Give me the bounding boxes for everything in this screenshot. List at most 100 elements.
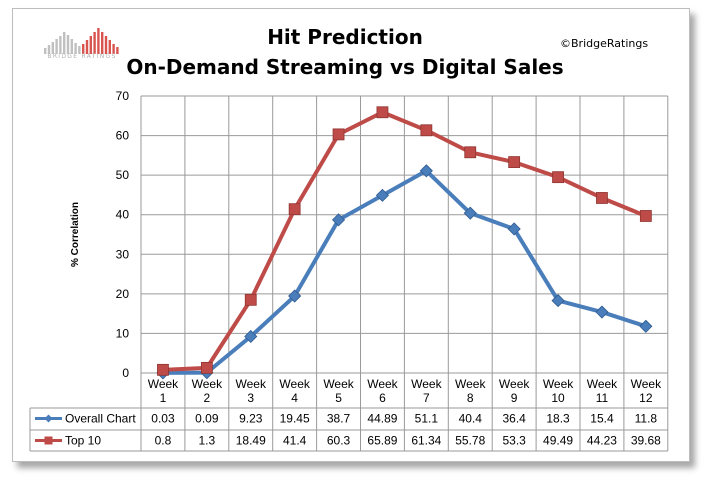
- table-cell-value: 15.4: [590, 412, 614, 426]
- table-cell-value: 0.09: [195, 412, 219, 426]
- table-cell-value: 18.3: [546, 412, 570, 426]
- data-point-top-10: [157, 363, 169, 376]
- logo-bar: [63, 32, 66, 54]
- data-point-top-10: [596, 192, 608, 204]
- data-point-overall-chart: [375, 188, 390, 202]
- x-tick-label: 8: [467, 391, 474, 405]
- logo-bar: [70, 39, 73, 54]
- x-tick-label: 9: [511, 391, 518, 405]
- logo-bar: [78, 46, 81, 54]
- logo-bar: [116, 47, 119, 54]
- data-point-top-10: [376, 106, 389, 119]
- y-axis-label: % Correlation: [70, 202, 81, 267]
- x-tick-label: Week: [543, 377, 574, 391]
- x-tick-label: Week: [455, 377, 486, 391]
- logo-bar: [74, 43, 77, 54]
- y-tick-label: 40: [116, 208, 130, 222]
- x-tick-label: Week: [236, 377, 267, 391]
- y-tick-label: 0: [122, 366, 129, 380]
- table-cell-value: 39.68: [631, 434, 661, 448]
- table-cell-value: 53.3: [502, 434, 526, 448]
- data-point-top-10: [244, 293, 257, 306]
- logo-bar: [51, 42, 54, 54]
- bridge-ratings-logo: [44, 28, 119, 54]
- x-tick-label: Week: [323, 377, 354, 391]
- y-tick-label: 30: [116, 247, 130, 261]
- data-point-overall-chart: [288, 289, 302, 303]
- table-cell-value: 40.4: [459, 412, 483, 426]
- y-tick-label: 70: [116, 89, 130, 103]
- logo-bar: [108, 40, 111, 54]
- table-cell-value: 61.34: [411, 434, 441, 448]
- table-cell-value: 41.4: [283, 434, 307, 448]
- data-point-top-10: [639, 210, 652, 222]
- series-line-overall-chart: [162, 168, 647, 375]
- chart-title-line1: Hit Prediction: [267, 25, 423, 49]
- data-point-top-10: [464, 146, 477, 159]
- legend-series-name: Top 10: [65, 434, 101, 448]
- data-point-top-10: [420, 124, 433, 137]
- table-cell-value: 65.89: [367, 434, 397, 448]
- data-point-top-10: [288, 203, 301, 216]
- x-tick-label: 1: [160, 391, 167, 405]
- x-tick-label: Week: [148, 377, 179, 391]
- data-point-overall-chart: [419, 164, 433, 178]
- logo-bar: [59, 36, 62, 54]
- data-point-top-10: [508, 156, 521, 168]
- y-tick-label: 20: [116, 287, 130, 301]
- legend-series-name: Overall Chart: [65, 412, 136, 426]
- chart-title-line2: On-Demand Streaming vs Digital Sales: [126, 55, 564, 79]
- y-tick-label: 10: [116, 326, 130, 340]
- logo-bar: [101, 32, 104, 54]
- x-tick-label: 2: [204, 391, 211, 405]
- table-cell-value: 1.3: [199, 434, 216, 448]
- x-tick-label: Week: [631, 377, 662, 391]
- logo-bar: [55, 39, 58, 54]
- table-cell-value: 0.8: [155, 434, 172, 448]
- y-tick-label: 50: [116, 168, 130, 182]
- legend-key-marker: [44, 436, 53, 445]
- chart-frame: [12, 8, 690, 462]
- x-tick-label: Week: [411, 377, 442, 391]
- x-tick-label: 7: [423, 391, 430, 405]
- table-cell-value: 55.78: [455, 434, 485, 448]
- table-cell-value: 38.7: [327, 412, 351, 426]
- x-tick-label: 11: [596, 391, 609, 405]
- table-cell-value: 44.23: [587, 434, 617, 448]
- x-tick-label: Week: [587, 377, 618, 391]
- table-cell-value: 60.3: [327, 434, 351, 448]
- series-line-top-10: [162, 110, 647, 372]
- logo-bar: [85, 40, 89, 54]
- x-tick-label: 6: [379, 391, 386, 405]
- x-tick-label: 3: [247, 391, 254, 405]
- logo-bar: [44, 48, 47, 54]
- table-cell-value: 49.49: [543, 434, 573, 448]
- x-tick-label: 5: [335, 391, 342, 405]
- table-cell-value: 51.1: [415, 412, 439, 426]
- data-point-overall-chart: [244, 329, 258, 344]
- x-tick-label: 12: [639, 391, 653, 405]
- x-tick-label: 10: [551, 391, 565, 405]
- logo-text: BRIDGE RATINGS: [47, 53, 117, 60]
- logo-bar: [82, 44, 85, 54]
- table-cell-value: 19.45: [280, 412, 310, 426]
- logo-bar: [93, 32, 96, 54]
- data-point-overall-chart: [639, 319, 653, 333]
- logo-bar: [104, 36, 108, 54]
- table-cell-value: 36.4: [502, 412, 526, 426]
- data-point-overall-chart: [331, 213, 346, 227]
- x-tick-label: Week: [279, 377, 310, 391]
- table-cell-value: 18.49: [236, 434, 266, 448]
- x-tick-label: Week: [499, 377, 530, 391]
- y-tick-label: 60: [116, 129, 130, 143]
- logo-bar: [97, 28, 100, 54]
- copyright-text: ©BridgeRatings: [560, 37, 649, 50]
- logo-bar: [89, 36, 92, 54]
- logo-bar: [66, 35, 70, 54]
- logo-bar: [112, 44, 115, 54]
- data-point-overall-chart: [507, 222, 521, 236]
- data-point-top-10: [552, 171, 564, 184]
- logo-bar: [47, 45, 51, 54]
- table-cell-value: 11.8: [635, 412, 658, 426]
- data-point-overall-chart: [551, 294, 565, 308]
